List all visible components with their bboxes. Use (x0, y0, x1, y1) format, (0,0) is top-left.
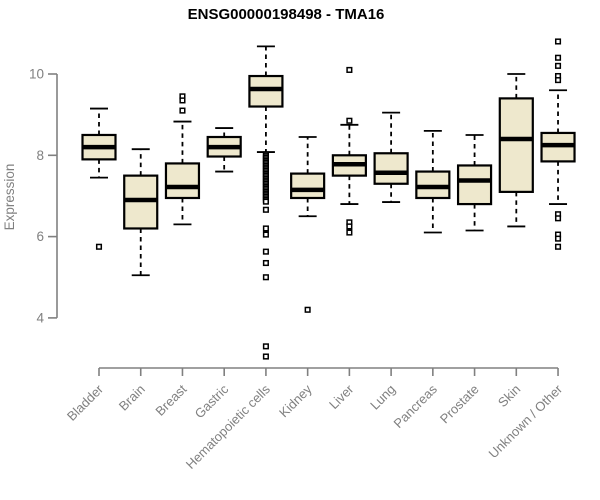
x-category-label: Brain (116, 382, 148, 414)
box (290, 172, 326, 200)
y-tick-label: 6 (36, 229, 44, 244)
outlier-point (262, 343, 269, 350)
outlier-point (262, 225, 269, 232)
outlier-point (95, 243, 103, 250)
x-category-label: Lung (367, 382, 398, 413)
outlier-point (554, 243, 562, 250)
x-category-label: Unknown / Other (486, 381, 566, 461)
outlier-point (262, 353, 269, 360)
outlier-point (346, 229, 353, 236)
outlier-point (304, 306, 311, 313)
outlier-point (179, 107, 186, 114)
x-category-label: Pancreas (391, 381, 441, 431)
box (373, 152, 409, 185)
box (164, 162, 201, 200)
x-category-label: Skin (495, 382, 523, 410)
outlier-point (554, 215, 562, 222)
outlier-point (554, 38, 562, 45)
outlier-point (179, 97, 186, 104)
outlier-point (554, 235, 562, 242)
outlier-point (346, 117, 353, 124)
outlier-point (554, 54, 562, 61)
box (498, 97, 534, 193)
x-category-label: Kidney (276, 381, 315, 420)
y-axis-title: Expression (2, 164, 17, 231)
outlier-point (262, 248, 269, 255)
outlier-point (554, 62, 562, 69)
x-category-label: Breast (152, 381, 189, 418)
outlier-point (262, 231, 269, 238)
x-category-label: Prostate (437, 382, 482, 427)
x-category-label: Bladder (64, 381, 107, 424)
outlier-point (346, 66, 353, 73)
y-tick-label: 8 (36, 148, 44, 163)
y-tick-label: 4 (36, 310, 44, 325)
outlier-point (262, 259, 269, 267)
y-tick-label: 10 (29, 67, 44, 82)
chart-title: ENSG00000198498 - TMA16 (187, 6, 385, 23)
box (456, 164, 493, 206)
outlier-point (262, 274, 269, 281)
outlier-point (262, 206, 269, 213)
outlier-point (262, 198, 269, 205)
x-category-label: Liver (326, 381, 357, 412)
outlier-point (346, 223, 353, 230)
x-category-label: Gastric (192, 381, 232, 421)
outlier-point (554, 77, 562, 84)
